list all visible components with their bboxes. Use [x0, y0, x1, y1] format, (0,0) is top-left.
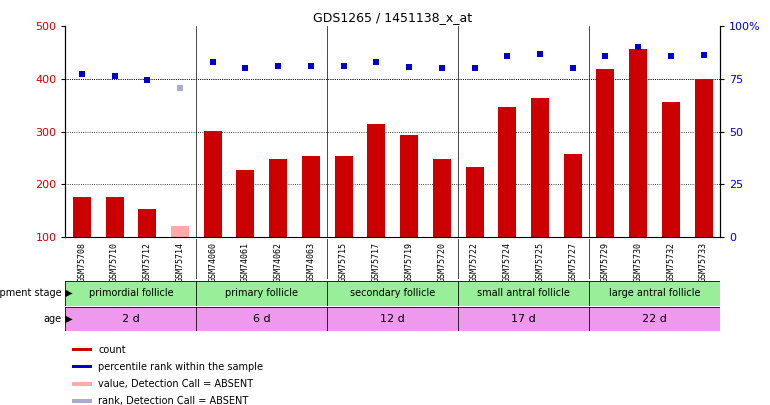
Bar [72, 382, 92, 386]
Text: 12 d: 12 d [380, 314, 405, 324]
Bar [335, 156, 353, 237]
Bar [458, 281, 589, 306]
Text: GSM75722: GSM75722 [470, 242, 479, 282]
Bar [327, 281, 458, 306]
Bar [105, 198, 123, 237]
Bar [72, 348, 92, 352]
Text: GSM75730: GSM75730 [634, 242, 643, 282]
Text: GSM74061: GSM74061 [241, 242, 250, 282]
Text: percentile rank within the sample: percentile rank within the sample [99, 362, 263, 372]
Bar [196, 307, 327, 331]
Text: 2 d: 2 d [122, 314, 140, 324]
Bar [171, 226, 189, 237]
Text: GSM75717: GSM75717 [372, 242, 381, 282]
Text: small antral follicle: small antral follicle [477, 288, 570, 298]
Text: primary follicle: primary follicle [226, 288, 298, 298]
Text: secondary follicle: secondary follicle [350, 288, 435, 298]
Text: GSM75714: GSM75714 [176, 242, 185, 282]
Bar [531, 98, 549, 237]
Bar [466, 167, 484, 237]
Text: GSM75719: GSM75719 [404, 242, 413, 282]
Bar [72, 365, 92, 369]
Text: GSM75708: GSM75708 [77, 242, 86, 282]
Bar [270, 159, 287, 237]
Bar [367, 124, 385, 237]
Bar [65, 307, 196, 331]
Text: ▶: ▶ [62, 314, 73, 324]
Text: GSM75729: GSM75729 [601, 242, 610, 282]
Bar [597, 70, 614, 237]
Bar [72, 399, 92, 403]
Text: GSM74060: GSM74060 [208, 242, 217, 282]
Bar [204, 130, 222, 237]
Text: GSM75724: GSM75724 [503, 242, 512, 282]
Text: ▶: ▶ [62, 288, 73, 298]
Text: GSM75712: GSM75712 [142, 242, 152, 282]
Text: rank, Detection Call = ABSENT: rank, Detection Call = ABSENT [99, 396, 249, 405]
Bar [662, 102, 680, 237]
Bar [236, 170, 254, 237]
Text: GSM74063: GSM74063 [306, 242, 316, 282]
Bar [196, 281, 327, 306]
Text: GSM74062: GSM74062 [273, 242, 283, 282]
Text: GSM75732: GSM75732 [666, 242, 675, 282]
Bar [629, 49, 647, 237]
Bar [589, 307, 720, 331]
Text: GSM75710: GSM75710 [110, 242, 119, 282]
Bar [302, 156, 320, 237]
Bar [139, 209, 156, 237]
Text: age: age [43, 314, 62, 324]
Bar [498, 107, 516, 237]
Text: count: count [99, 345, 126, 355]
Text: GSM75720: GSM75720 [437, 242, 447, 282]
Text: 17 d: 17 d [511, 314, 536, 324]
Bar [458, 307, 589, 331]
Bar [327, 307, 458, 331]
Bar [433, 159, 450, 237]
Text: GSM75727: GSM75727 [568, 242, 578, 282]
Title: GDS1265 / 1451138_x_at: GDS1265 / 1451138_x_at [313, 11, 472, 24]
Bar [589, 281, 720, 306]
Text: GSM75715: GSM75715 [339, 242, 348, 282]
Bar [564, 154, 581, 237]
Text: large antral follicle: large antral follicle [609, 288, 700, 298]
Bar [73, 198, 91, 237]
Bar [65, 281, 196, 306]
Bar [695, 79, 712, 237]
Text: primordial follicle: primordial follicle [89, 288, 173, 298]
Text: GSM75725: GSM75725 [535, 242, 544, 282]
Text: 6 d: 6 d [253, 314, 270, 324]
Text: value, Detection Call = ABSENT: value, Detection Call = ABSENT [99, 379, 253, 389]
Text: development stage: development stage [0, 288, 62, 298]
Text: GSM75733: GSM75733 [699, 242, 708, 282]
Text: 22 d: 22 d [642, 314, 667, 324]
Bar [400, 135, 418, 237]
